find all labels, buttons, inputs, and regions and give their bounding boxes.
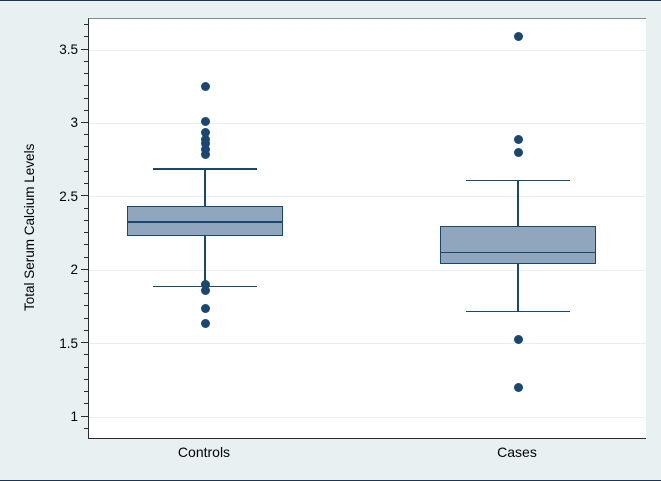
- upper-whisker-cap-controls: [153, 168, 257, 170]
- median-line-controls: [127, 221, 283, 223]
- y-axis-minor-tick: [84, 146, 88, 148]
- upper-whisker-line-controls: [204, 168, 206, 206]
- y-axis-minor-tick: [84, 183, 88, 185]
- y-tick-label: 3.5: [59, 42, 78, 57]
- y-axis-major-tick: [81, 121, 88, 123]
- gridline: [89, 269, 646, 271]
- lower-whisker-cap-cases: [466, 310, 570, 313]
- y-axis-major-tick: [81, 48, 88, 50]
- gridline: [89, 196, 646, 198]
- y-tick-label: 3: [70, 115, 78, 131]
- y-axis-major-tick: [81, 195, 88, 197]
- outlier-dot: [200, 117, 210, 127]
- y-axis-minor-tick: [84, 366, 88, 368]
- median-line-cases: [440, 251, 596, 254]
- y-axis-minor-tick: [84, 60, 88, 62]
- y-axis-minor-tick: [84, 403, 88, 405]
- y-axis-minor-tick: [84, 158, 88, 160]
- outlier-dot: [513, 148, 523, 158]
- y-tick-label: 1.5: [59, 335, 78, 351]
- y-axis-minor-tick: [84, 85, 88, 87]
- y-tick-label: 2: [70, 262, 78, 278]
- y-axis-minor-tick: [84, 305, 88, 307]
- x-tick-label-cases: Cases: [497, 444, 537, 460]
- y-axis-minor-tick: [84, 293, 88, 295]
- y-axis-minor-tick: [84, 281, 88, 282]
- y-axis-minor-tick: [84, 354, 88, 356]
- outlier-dot: [200, 139, 210, 149]
- y-axis-major-tick: [81, 268, 88, 270]
- y-axis-minor-tick: [84, 329, 88, 331]
- y-axis-minor-tick: [84, 427, 88, 429]
- y-axis-minor-tick: [84, 36, 88, 38]
- upper-whisker-cap-cases: [466, 179, 570, 182]
- y-axis-minor-tick: [84, 317, 88, 319]
- x-tick-label-controls: Controls: [177, 444, 231, 460]
- box-cases: [440, 226, 596, 265]
- gridline: [89, 122, 646, 124]
- outlier-dot: [200, 280, 210, 290]
- outlier-dot: [200, 127, 210, 137]
- y-axis-minor-tick: [84, 24, 88, 26]
- y-axis-major-tick: [81, 415, 88, 417]
- lower-whisker-line-controls: [204, 236, 206, 287]
- upper-whisker-line-cases: [517, 180, 519, 227]
- y-axis-minor-tick: [84, 134, 88, 136]
- y-axis-minor-tick: [84, 219, 88, 221]
- outlier-dot: [513, 135, 523, 145]
- outlier-dot: [200, 149, 210, 159]
- y-axis-title: Total Serum Calcium Levels: [22, 143, 37, 312]
- y-axis-minor-tick: [84, 97, 88, 99]
- outlier-dot: [200, 82, 210, 92]
- plot-area: [88, 18, 646, 439]
- y-axis-minor-tick: [84, 256, 88, 258]
- gridline: [89, 343, 646, 345]
- y-tick-label: 2.5: [59, 188, 78, 204]
- gridline: [89, 49, 646, 51]
- outlier-dot: [200, 318, 210, 328]
- y-axis-minor-tick: [84, 170, 88, 172]
- y-tick-label: 1: [70, 409, 78, 424]
- y-axis-minor-tick: [84, 244, 88, 246]
- y-axis-minor-tick: [84, 232, 88, 234]
- gridline: [89, 416, 646, 418]
- outlier-dot: [200, 303, 210, 313]
- lower-whisker-line-cases: [517, 264, 519, 312]
- y-axis-minor-tick: [84, 109, 88, 111]
- y-axis-major-tick: [81, 342, 88, 344]
- outlier-dot: [513, 383, 523, 393]
- y-axis-minor-tick: [84, 207, 88, 209]
- y-axis-minor-tick: [84, 378, 88, 380]
- outlier-dot: [513, 334, 523, 344]
- y-axis-minor-tick: [84, 391, 88, 393]
- outlier-dot: [200, 286, 210, 296]
- y-axis-minor-tick: [84, 73, 88, 75]
- outlier-dot: [513, 32, 523, 42]
